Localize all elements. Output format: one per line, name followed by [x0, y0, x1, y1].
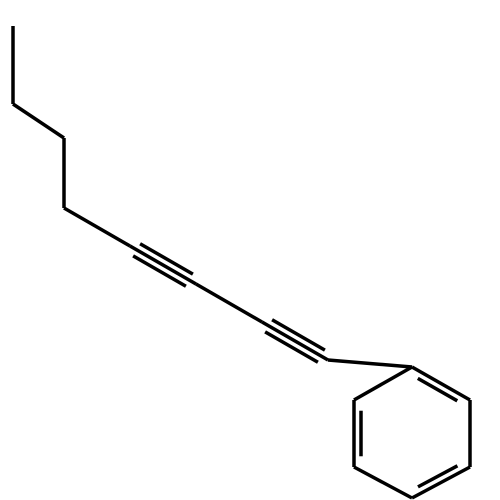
chemical-structure — [0, 0, 500, 500]
